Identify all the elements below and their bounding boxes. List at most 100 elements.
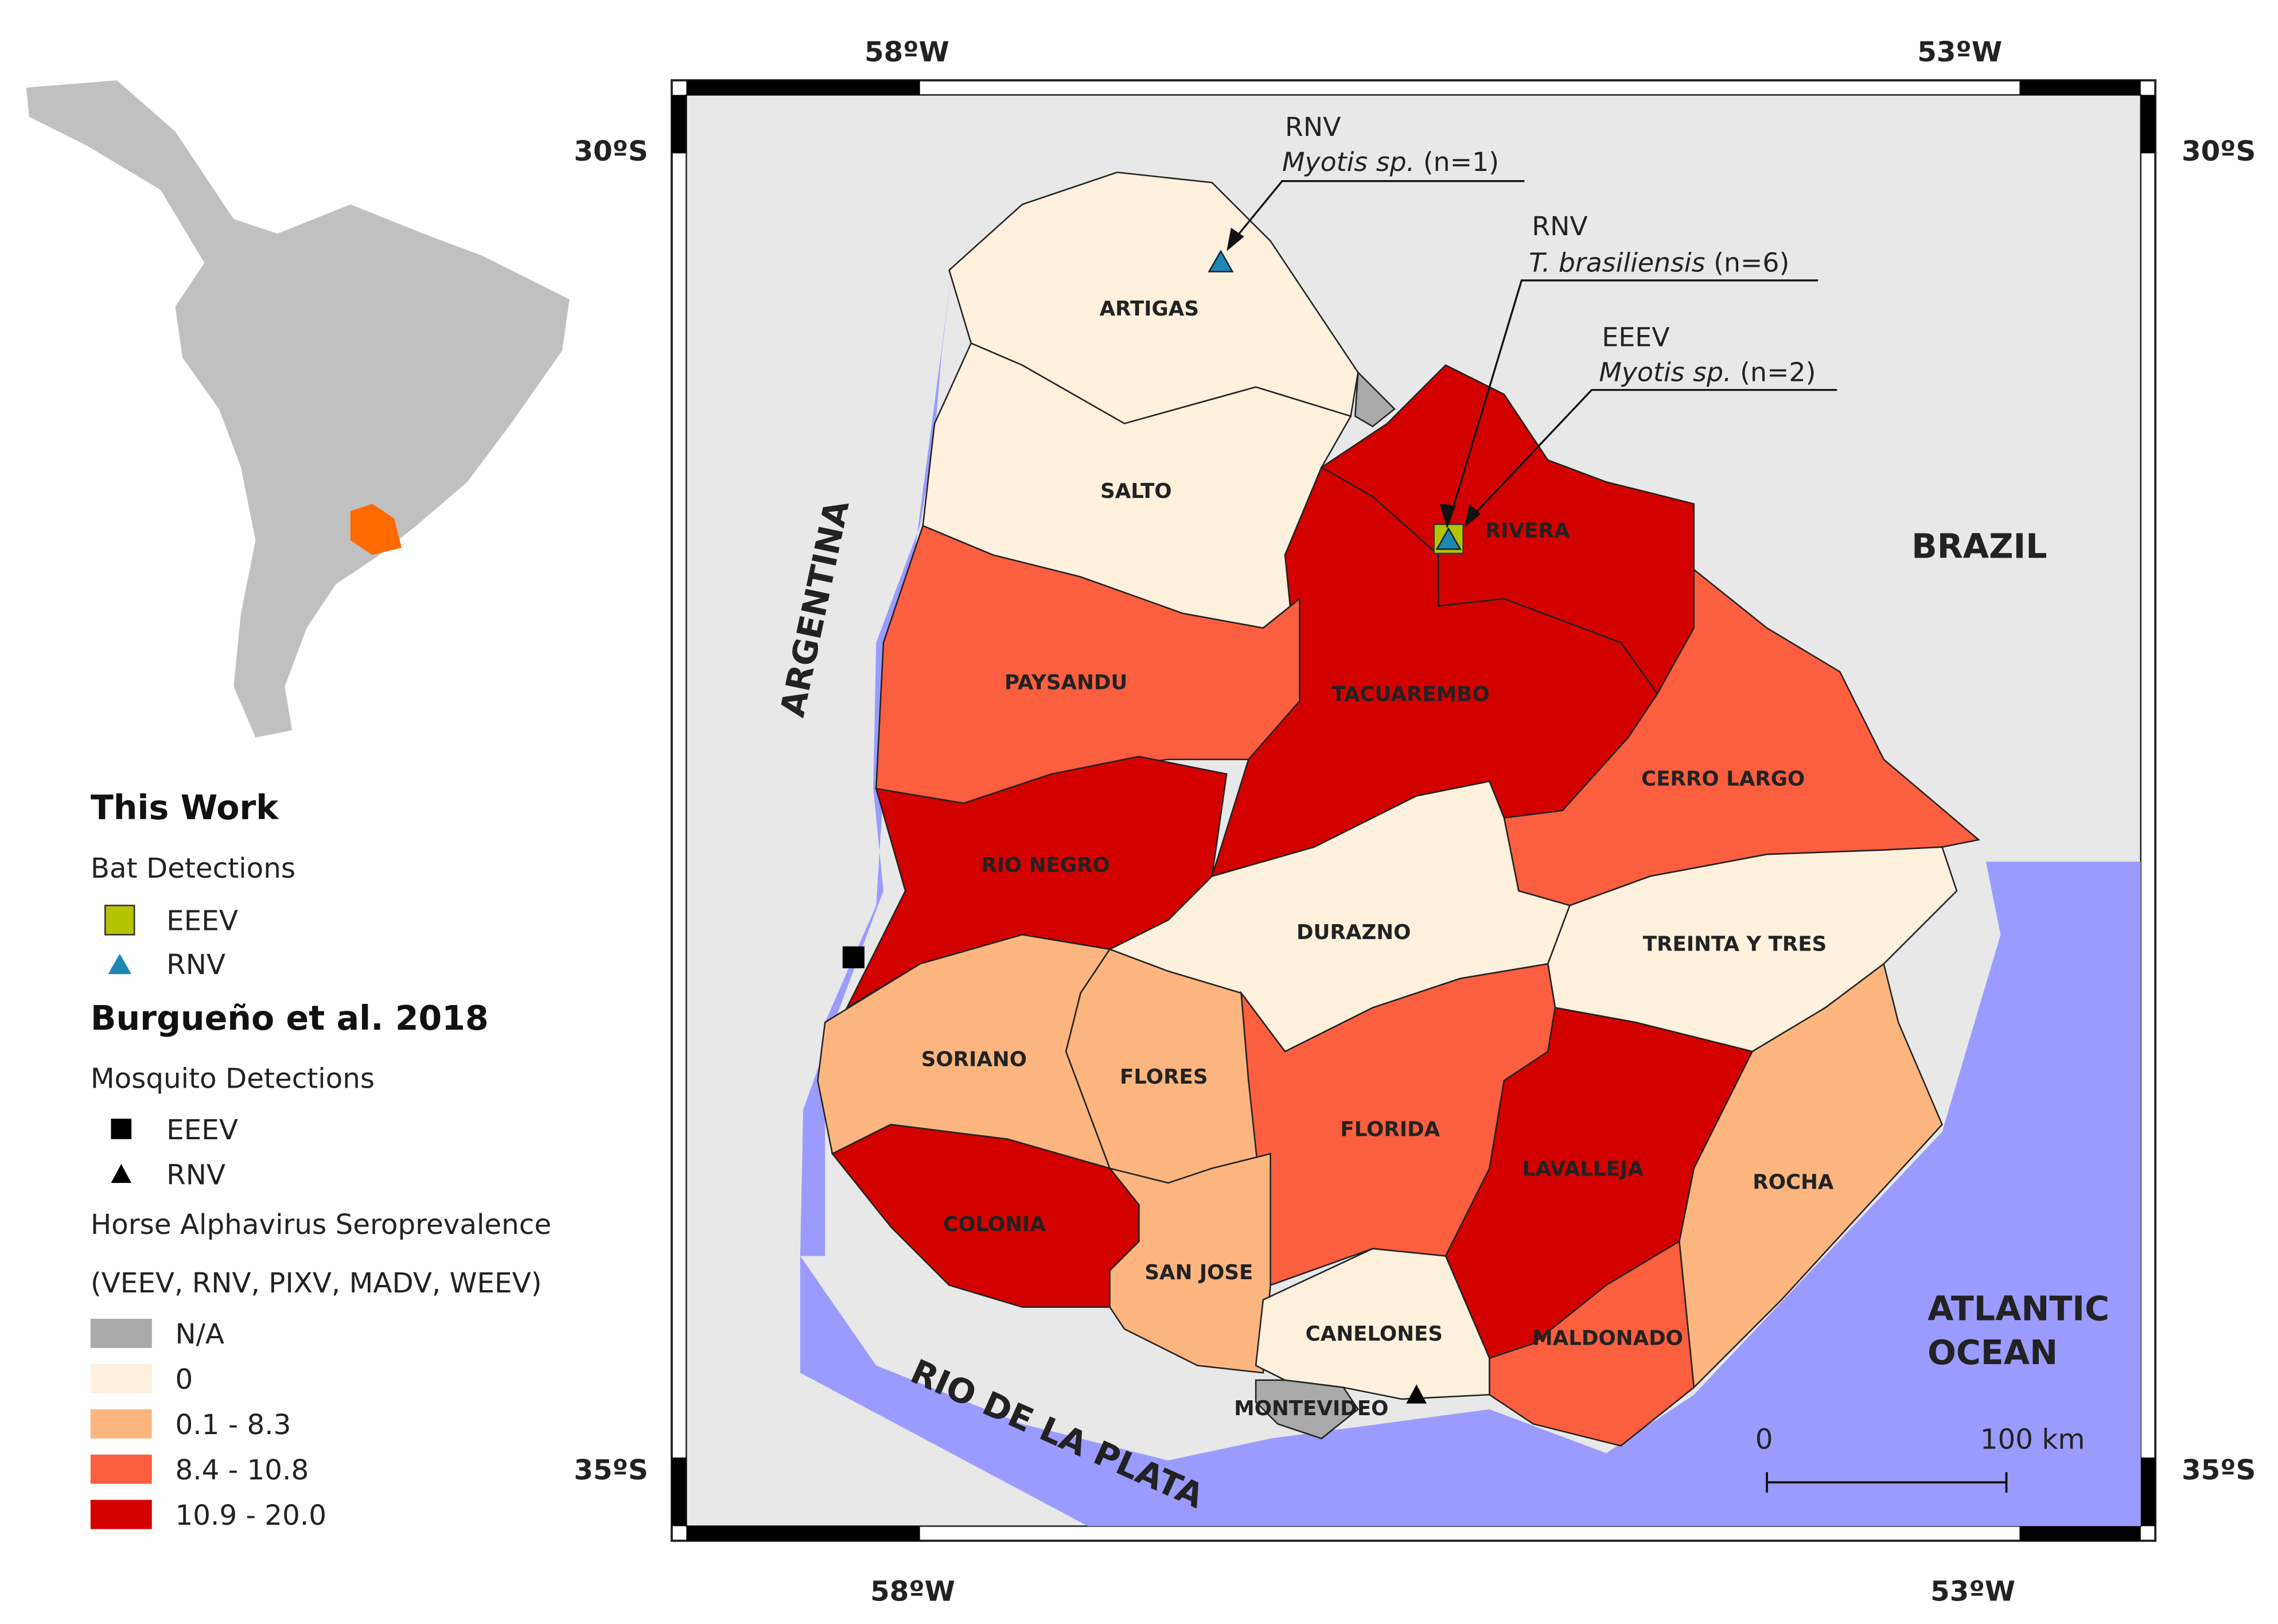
legend-swatch xyxy=(90,1364,152,1393)
department-label: LAVALLEJA xyxy=(1522,1157,1644,1181)
legend-symbol xyxy=(111,1119,132,1139)
frame-ticks xyxy=(671,80,2156,1541)
rnv-bat-marker xyxy=(1208,250,1234,272)
legend-swatch xyxy=(90,1500,152,1529)
legend-swatch xyxy=(90,1409,152,1439)
legend-item: 0 xyxy=(175,1364,193,1396)
frame-tick xyxy=(2140,1457,2156,1526)
leader-line xyxy=(1447,279,1818,523)
host-name: T. brasiliensis xyxy=(1529,247,1705,278)
legend-item: EEEV xyxy=(166,905,238,937)
annotation-leaders xyxy=(1229,180,1837,524)
na-area xyxy=(1354,371,1396,427)
department-label: ROCHA xyxy=(1753,1170,1834,1194)
coordinate-label: 53ºW xyxy=(1917,36,2002,68)
annotation-virus: EEEV xyxy=(1602,321,1669,352)
legend-title: This Work xyxy=(91,788,279,827)
legend-item: 10.9 - 20.0 xyxy=(175,1500,326,1532)
department-label: CERRO LARGO xyxy=(1641,768,1805,791)
legend-title: Burgueño et al. 2018 xyxy=(91,999,489,1038)
legend-heading: Horse Alphavirus Seroprevalence xyxy=(91,1209,551,1241)
department xyxy=(1255,1379,1360,1440)
department-label: TREINTA Y TRES xyxy=(1643,932,1827,956)
leader-line xyxy=(1229,180,1525,246)
department-label: CANELONES xyxy=(1306,1322,1443,1346)
frame-tick xyxy=(2140,95,2156,154)
department-label: COLONIA xyxy=(943,1213,1046,1236)
frame-tick xyxy=(671,1457,687,1526)
count: (n=6) xyxy=(1714,247,1789,278)
coordinate-label: 35ºS xyxy=(2182,1454,2256,1486)
coordinate-label: 58ºW xyxy=(870,1575,955,1607)
arrowheads xyxy=(1226,228,1481,529)
legend-item: EEEV xyxy=(166,1114,238,1146)
scale-label: 0 xyxy=(1755,1423,1773,1455)
department-label: DURAZNO xyxy=(1296,921,1411,944)
department-label: TACUAREMBO xyxy=(1331,683,1489,706)
scale-label: 100 km xyxy=(1980,1423,2085,1455)
arrowhead xyxy=(1439,504,1456,529)
departments xyxy=(817,172,1981,1447)
legend-symbol xyxy=(104,905,135,936)
river-uruguay xyxy=(800,270,952,1256)
rnv-mosquito-marker xyxy=(1406,1384,1427,1404)
annotation-host: T. brasiliensis (n=6) xyxy=(1529,247,1789,278)
coordinate-label: 30ºS xyxy=(574,135,648,168)
coordinate-label: 35ºS xyxy=(574,1454,648,1486)
region-label: ATLANTIC xyxy=(1927,1289,2109,1328)
legend-symbol xyxy=(111,1164,132,1183)
frame-tick xyxy=(2019,1526,2141,1541)
department xyxy=(1255,1248,1490,1400)
legend-item: RNV xyxy=(166,1159,225,1191)
department xyxy=(1108,1152,1271,1374)
legend-swatch xyxy=(90,1454,152,1484)
annotation-virus: RNV xyxy=(1532,211,1587,242)
legend-item: 8.4 - 10.8 xyxy=(175,1454,309,1486)
department-label: ARTIGAS xyxy=(1100,297,1199,321)
region-label: OCEAN xyxy=(1927,1333,2058,1372)
department-label: SAN JOSE xyxy=(1144,1261,1253,1284)
department-label: RIO NEGRO xyxy=(981,854,1109,877)
department-label: RIVERA xyxy=(1485,519,1570,543)
legend-symbol xyxy=(108,953,132,975)
department-label: MALDONADO xyxy=(1532,1327,1683,1350)
department-label: SORIANO xyxy=(921,1047,1027,1071)
host-name: Myotis sp. xyxy=(1282,146,1415,177)
host-name: Myotis sp. xyxy=(1599,356,1731,387)
coordinate-label: 53ºW xyxy=(1930,1575,2015,1607)
department-labels: ARTIGAS SALTO RIVERA PAYSANDU TACUAREMBO… xyxy=(921,297,1834,1420)
department-label: MONTEVIDEO xyxy=(1234,1397,1388,1420)
legend-heading: Mosquito Detections xyxy=(91,1063,375,1095)
arrowhead xyxy=(1226,228,1244,251)
department-label: FLORIDA xyxy=(1340,1118,1440,1142)
frame-tick xyxy=(2019,80,2141,95)
legend-heading: Bat Detections xyxy=(91,852,295,885)
region-label: BRAZIL xyxy=(1911,527,2047,566)
department xyxy=(1489,1168,1695,1447)
uruguay-inset xyxy=(350,504,402,555)
ocean xyxy=(800,862,2141,1526)
scale-bar xyxy=(1766,1472,2008,1493)
annotation-host: Myotis sp. (n=1) xyxy=(1282,146,1499,177)
count: (n=2) xyxy=(1740,356,1816,387)
annotation-virus: RNV xyxy=(1285,111,1341,142)
frame-tick xyxy=(671,95,687,154)
coordinate-label: 58ºW xyxy=(865,36,949,68)
department-label: PAYSANDU xyxy=(1004,671,1127,695)
legend-heading: (VEEV, RNV, PIXV, MADV, WEEV) xyxy=(91,1267,542,1299)
frame-tick xyxy=(686,1526,920,1541)
department-label: SALTO xyxy=(1100,480,1172,503)
eeev-mosquito-marker xyxy=(842,946,865,968)
rnv-bat-marker xyxy=(1435,527,1462,550)
count: (n=1) xyxy=(1423,146,1499,177)
legend-item: RNV xyxy=(166,949,225,981)
south-america-inset xyxy=(26,80,570,738)
coordinate-label: 30ºS xyxy=(2182,135,2256,168)
legend-item: 0.1 - 8.3 xyxy=(175,1409,291,1441)
legend-swatch xyxy=(90,1318,152,1348)
legend-classes: N/A 0 0.1 - 8.3 8.4 - 10.8 10.9 - 20.0 xyxy=(90,1318,326,1532)
leader-line xyxy=(1465,389,1837,524)
arrowhead xyxy=(1465,504,1481,528)
legend: This Work Bat Detections EEEV RNV Burgue… xyxy=(90,788,551,1532)
